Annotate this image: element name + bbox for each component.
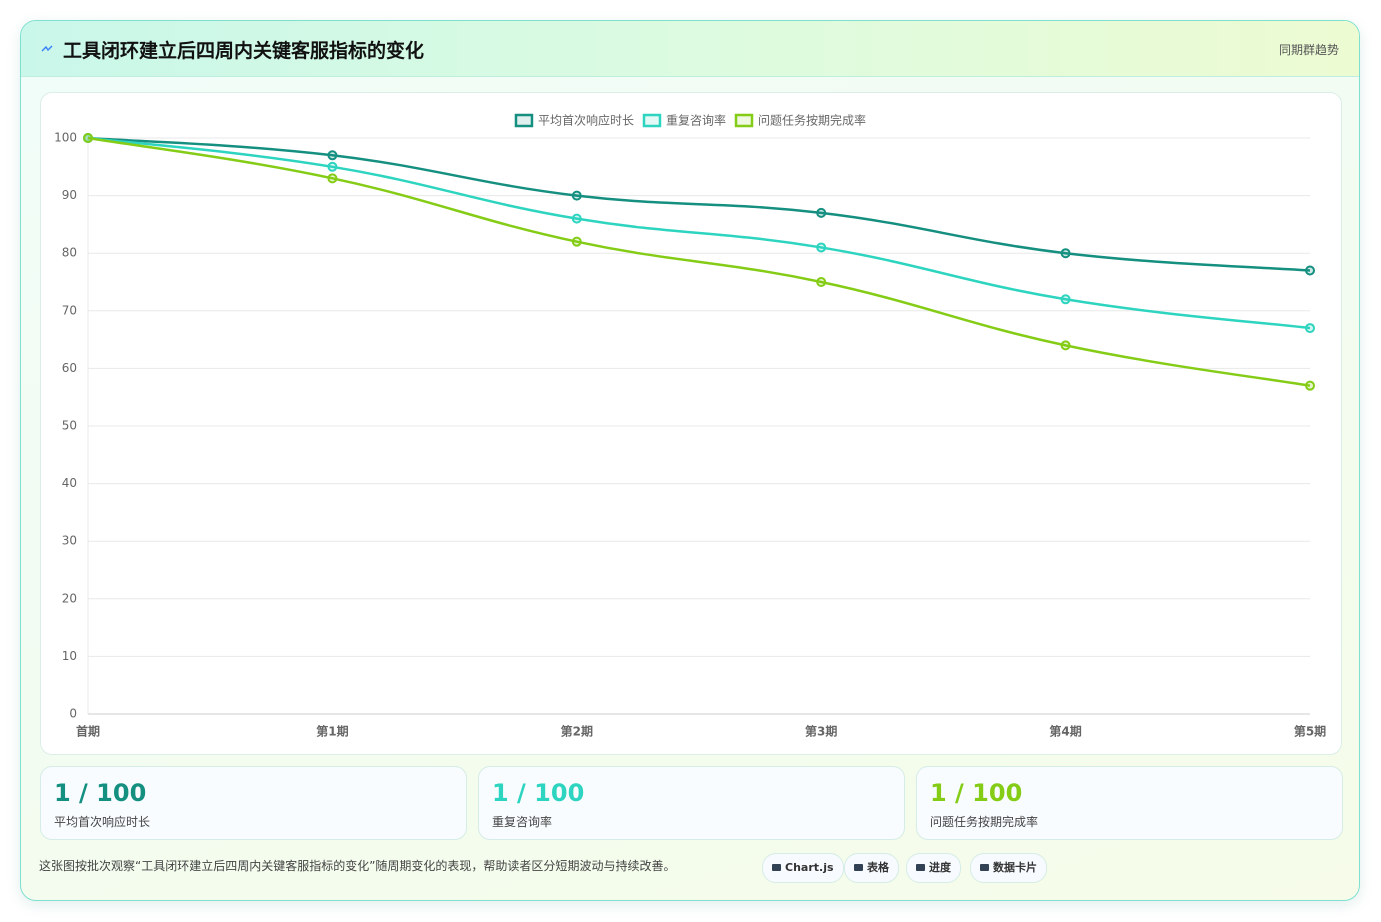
point [1305, 380, 1315, 391]
point [1305, 323, 1315, 334]
stat-value: 1 / 100 [54, 779, 147, 807]
legend-label: 问题任务按期完成率 [758, 113, 866, 128]
badge-label: Chart.js [785, 861, 834, 874]
point [1060, 248, 1071, 259]
point [571, 213, 582, 224]
badge-icon [772, 864, 781, 871]
legend-swatch [514, 113, 534, 128]
legend-item: 重复咨询率 [642, 113, 726, 128]
y-tick-label: 60 [62, 361, 77, 375]
line [87, 136, 1311, 330]
stat-value: 1 / 100 [930, 779, 1023, 807]
badge-icon [854, 864, 863, 871]
badge[interactable]: 表格 [844, 853, 899, 883]
stat-card: 1 / 100 问题任务按期完成率 [916, 766, 1343, 840]
point [1060, 340, 1071, 351]
x-tick-label: 第2期 [561, 724, 593, 739]
y-tick-label: 10 [62, 649, 77, 663]
tag: 同期群趋势 [1278, 43, 1339, 57]
point [816, 242, 827, 253]
x-tick-label: 第3期 [805, 724, 837, 739]
y-tick-label: 100 [54, 131, 77, 145]
footer-note: 这张图按批次观察“工具闭环建立后四周内关键客服指标的变化”随周期变化的表现，帮助… [39, 859, 676, 873]
badge[interactable]: 数据卡片 [970, 853, 1047, 883]
header: 工具闭环建立后四周内关键客服指标的变化 同期群趋势 [21, 21, 1359, 77]
icon [41, 45, 53, 52]
y-tick-label: 0 [69, 707, 77, 721]
y-tick-label: 20 [62, 591, 77, 605]
y-tick-label: 70 [62, 303, 77, 317]
stat-label: 平均首次响应时长 [54, 815, 151, 829]
line [87, 136, 1311, 387]
point [327, 173, 338, 184]
y-tick-label: 80 [62, 246, 77, 260]
point [571, 190, 582, 201]
x-tick-label: 第1期 [316, 724, 348, 739]
x-tick-label: 第4期 [1049, 724, 1081, 739]
legend-item: 平均首次响应时长 [514, 113, 634, 128]
y-tick-label: 90 [62, 188, 77, 202]
point [571, 236, 582, 247]
badge-label: 进度 [929, 861, 951, 874]
title: 工具闭环建立后四周内关键客服指标的变化 [63, 40, 425, 62]
chart-panel: 0 10 20 30 40 50 60 70 80 90 100 首期 第1期 第2期 第3期 第4期 第5期 平… [40, 92, 1342, 755]
badge[interactable]: 进度 [906, 853, 961, 883]
point [327, 150, 338, 161]
legend-item: 问题任务按期完成率 [734, 113, 866, 128]
legend-label: 平均首次响应时长 [538, 113, 634, 128]
badge-icon [916, 864, 925, 871]
badge[interactable]: Chart.js [762, 853, 844, 883]
stat-card: 1 / 100 平均首次响应时长 [40, 766, 467, 840]
point [1060, 294, 1071, 305]
y-tick-label: 30 [62, 534, 77, 548]
point [327, 161, 338, 172]
x-tick-label: 首期 [76, 724, 100, 739]
y-tick-label: 40 [62, 476, 77, 490]
legend: 平均首次响应时长 重复咨询率 问题任务按期完成率 [514, 113, 866, 128]
stat-value: 1 / 100 [492, 779, 585, 807]
legend-label: 重复咨询率 [666, 113, 726, 128]
line [87, 136, 1311, 272]
chart: 0 10 20 30 40 50 60 70 80 90 100 首期 第1期 第2期 第3期 第4期 第5期 平… [54, 113, 1326, 739]
badge-label: 数据卡片 [993, 861, 1037, 874]
stat-label: 重复咨询率 [492, 815, 553, 829]
point [83, 133, 93, 143]
point [816, 277, 827, 287]
badge-icon [980, 864, 989, 871]
point [1305, 265, 1315, 276]
point [816, 207, 827, 218]
legend-swatch [734, 113, 754, 128]
x-tick-label: 第5期 [1294, 724, 1326, 739]
legend-swatch [642, 113, 662, 128]
stat-label: 问题任务按期完成率 [930, 815, 1039, 829]
y-tick-label: 50 [62, 419, 77, 433]
dashboard-card: 工具闭环建立后四周内关键客服指标的变化 同期群趋势 0 10 20 30 40 50 60 7… [20, 20, 1360, 901]
stat-card: 1 / 100 重复咨询率 [478, 766, 905, 840]
badge-label: 表格 [867, 861, 889, 874]
